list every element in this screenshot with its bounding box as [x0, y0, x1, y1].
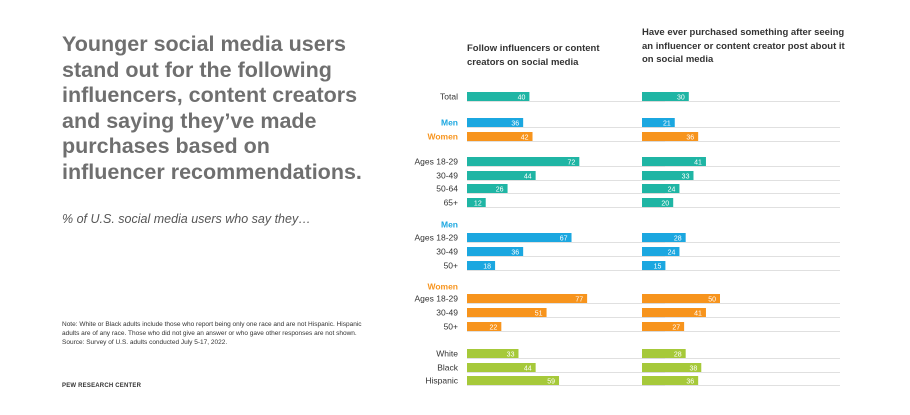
bar	[642, 322, 685, 331]
group-heading: Men	[441, 220, 458, 230]
row-label: Women	[427, 132, 458, 142]
column-header-follow: Follow influencers or content creators o…	[467, 43, 600, 68]
data-label: 67	[560, 236, 568, 243]
bar	[642, 157, 706, 166]
bar	[467, 157, 580, 166]
data-label: 42	[521, 135, 529, 142]
data-label: 44	[524, 174, 532, 181]
data-label: 12	[474, 201, 482, 208]
bar	[642, 171, 694, 180]
data-label: 27	[672, 325, 680, 332]
chart-subtitle: % of U.S. social media users who say the…	[62, 212, 311, 226]
row-label: 65+	[444, 198, 458, 208]
bar	[467, 349, 519, 358]
data-label: 36	[511, 121, 519, 128]
chart-title: Younger social media users stand out for…	[62, 32, 362, 184]
bar	[642, 233, 686, 242]
row-label: 50-64	[436, 184, 458, 194]
data-label: 36	[686, 135, 694, 142]
bar	[467, 132, 533, 141]
source-credit: PEW RESEARCH CENTER	[62, 383, 142, 389]
data-label: 15	[654, 264, 662, 271]
row-label: 30-49	[436, 171, 458, 181]
row-label: Hispanic	[425, 376, 458, 386]
row-label: Ages 18-29	[415, 233, 459, 243]
bar	[642, 376, 699, 385]
bar	[467, 198, 486, 207]
data-label: 50	[708, 297, 716, 304]
bar	[467, 363, 536, 372]
bar	[467, 376, 560, 385]
data-label: 22	[490, 325, 498, 332]
data-label: 41	[694, 160, 702, 167]
data-label: 18	[483, 264, 491, 271]
column-header-purchase: Have ever purchased something after seei…	[642, 27, 845, 65]
data-label: 40	[518, 95, 526, 102]
data-label: 59	[547, 379, 555, 386]
bar	[642, 308, 706, 317]
bar	[467, 92, 530, 101]
bar	[642, 198, 674, 207]
bar	[467, 308, 547, 317]
bar	[642, 92, 689, 101]
row-label: Black	[437, 363, 459, 373]
data-label: 33	[507, 352, 515, 359]
data-label: 36	[686, 379, 694, 386]
bar	[467, 261, 496, 270]
group-heading: Women	[427, 282, 458, 292]
data-label: 38	[689, 366, 697, 373]
row-label: Men	[441, 118, 458, 128]
bar	[467, 247, 524, 256]
row-label: Ages 18-29	[415, 294, 459, 304]
data-label: 30	[677, 95, 685, 102]
bar	[642, 294, 720, 303]
row-label: 30-49	[436, 308, 458, 318]
row-label: 50+	[444, 322, 458, 332]
data-label: 51	[535, 311, 543, 318]
bar	[642, 132, 699, 141]
bar	[642, 349, 686, 358]
row-label: 50+	[444, 261, 458, 271]
data-label: 41	[694, 311, 702, 318]
data-label: 72	[568, 160, 576, 167]
bar	[467, 294, 588, 303]
data-label: 24	[668, 250, 676, 257]
data-label: 24	[668, 187, 676, 194]
bar	[642, 118, 675, 127]
bar	[467, 322, 502, 331]
row-label: White	[436, 349, 458, 359]
bar	[642, 184, 680, 193]
data-label: 20	[661, 201, 669, 208]
data-label: 26	[496, 187, 504, 194]
bar	[467, 171, 536, 180]
row-label: Ages 18-29	[415, 157, 459, 167]
bar	[642, 261, 666, 270]
row-label: 30-49	[436, 247, 458, 257]
bar	[467, 184, 508, 193]
data-label: 28	[674, 352, 682, 359]
bar	[467, 233, 572, 242]
data-label: 33	[682, 174, 690, 181]
bar	[467, 118, 524, 127]
row-label: Total	[440, 92, 458, 102]
data-label: 28	[674, 236, 682, 243]
bar	[642, 363, 702, 372]
bar	[642, 247, 680, 256]
data-label: 44	[524, 366, 532, 373]
data-label: 36	[511, 250, 519, 257]
data-label: 77	[575, 297, 583, 304]
chart-note: Note: White or Black adults include thos…	[62, 321, 362, 347]
data-label: 21	[663, 121, 671, 128]
